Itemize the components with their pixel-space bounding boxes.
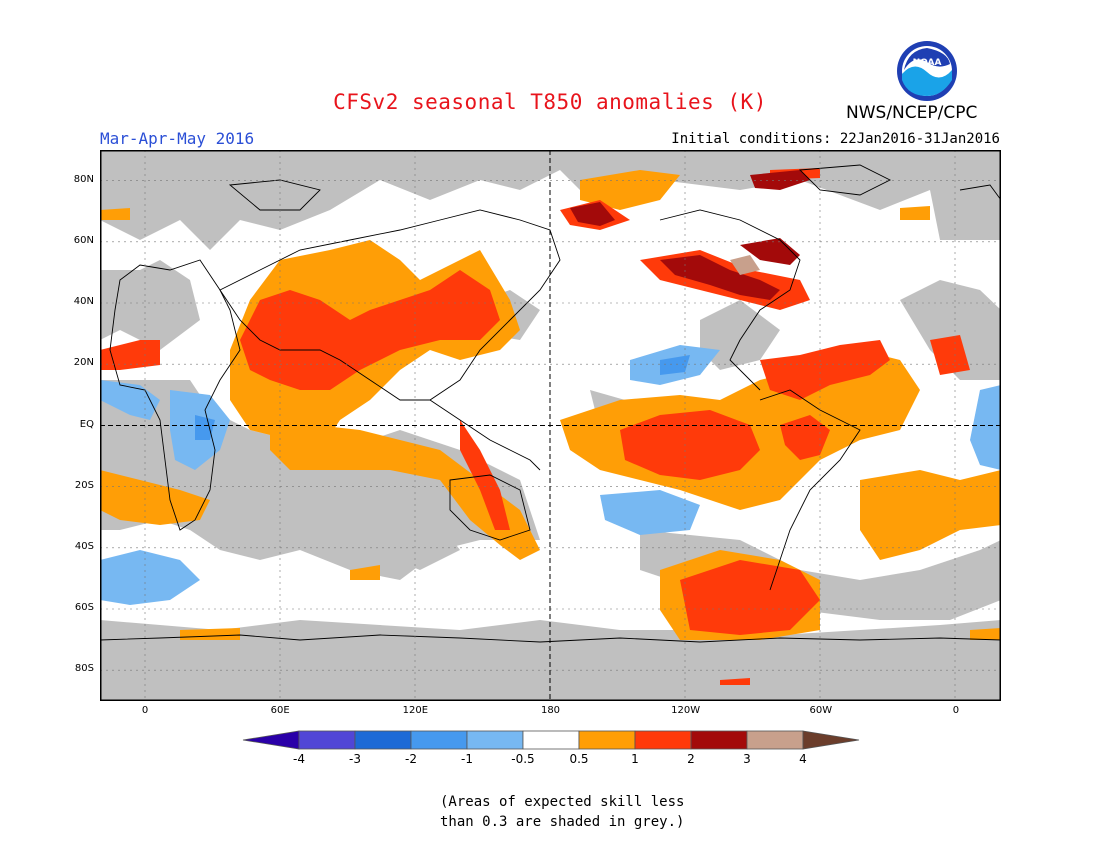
- lat-label: 60S: [74, 602, 94, 614]
- colorbar-segment: [690, 730, 748, 750]
- skill-note-line1: (Areas of expected skill less: [440, 794, 685, 810]
- lat-label: 80S: [74, 663, 94, 675]
- colorbar-label: 2: [687, 752, 695, 766]
- colorbar-segment: [746, 730, 804, 750]
- colorbar-segment: [634, 730, 692, 750]
- lon-label: 60E: [270, 705, 290, 716]
- colorbar-segment: [522, 730, 580, 750]
- lat-label: EQ: [79, 418, 94, 430]
- positive-anomalies-extreme: [730, 255, 760, 275]
- colorbar-label: -3: [349, 752, 361, 766]
- equator-dateline: [100, 150, 1001, 701]
- colorbar-label: -0.5: [511, 752, 535, 766]
- noaa-logo: NOAA: [897, 41, 957, 101]
- positive-anomalies-strong: [570, 170, 810, 300]
- agency-label: NWS/NCEP/CPC: [846, 103, 978, 123]
- positive-anomalies-moderate: [100, 168, 970, 685]
- lat-label: 20N: [73, 357, 94, 369]
- lat-label: 60N: [73, 234, 94, 246]
- colorbar-label: 1: [631, 752, 639, 766]
- colorbar-label: 4: [799, 752, 807, 766]
- colorbar-label: 0.5: [569, 752, 589, 766]
- colorbar-label: -2: [405, 752, 417, 766]
- noaa-logo-text: NOAA: [913, 58, 942, 68]
- colorbar-segment: [298, 730, 356, 750]
- lat-label: 40S: [74, 540, 94, 552]
- lon-label: 0: [952, 705, 960, 716]
- lon-label: 0: [141, 705, 149, 716]
- anomaly-map: [100, 150, 1001, 701]
- lon-label: 60W: [809, 705, 833, 716]
- colorbar-segment: [802, 730, 860, 750]
- lon-label: 120W: [671, 705, 701, 716]
- colorbar-label: -4: [293, 752, 305, 766]
- colorbar-segment: [242, 730, 300, 750]
- colorbar-segment: [410, 730, 468, 750]
- initial-conditions: Initial conditions: 22Jan2016-31Jan2016: [671, 131, 1000, 147]
- colorbar-label: 3: [743, 752, 751, 766]
- colorbar-segment: [578, 730, 636, 750]
- skill-note-line2: than 0.3 are shaded in grey.): [440, 814, 685, 830]
- season-label: Mar-Apr-May 2016: [100, 129, 255, 148]
- map-frame: [100, 150, 1001, 701]
- lat-label: 20S: [74, 479, 94, 491]
- colorbar-segment: [354, 730, 412, 750]
- map-title: CFSv2 seasonal T850 anomalies (K): [333, 90, 767, 114]
- colorbar-label: -1: [461, 752, 473, 766]
- lon-label: 180: [540, 705, 561, 716]
- colorbar: [242, 730, 860, 750]
- lat-label: 40N: [73, 296, 94, 308]
- colorbar-segment: [466, 730, 524, 750]
- skill-note: (Areas of expected skill less than 0.3 a…: [440, 792, 760, 832]
- coastlines: [100, 164, 1001, 643]
- lon-label: 120E: [402, 705, 429, 716]
- lat-label: 80N: [73, 173, 94, 185]
